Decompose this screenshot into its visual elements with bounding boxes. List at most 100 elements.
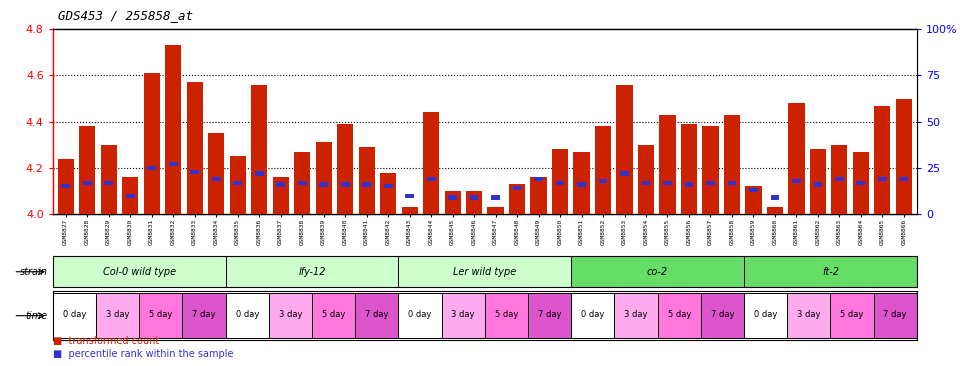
Bar <box>423 112 439 214</box>
Bar <box>488 207 504 214</box>
Bar <box>620 171 629 176</box>
Bar <box>787 294 830 338</box>
Text: 3 day: 3 day <box>624 310 648 319</box>
Bar <box>469 195 478 199</box>
Bar <box>226 294 269 338</box>
Bar <box>771 195 780 199</box>
Text: 7 day: 7 day <box>538 310 562 319</box>
Bar <box>663 180 672 185</box>
Text: lfy-12: lfy-12 <box>299 267 325 277</box>
Bar <box>706 180 715 185</box>
Text: Ler wild type: Ler wild type <box>453 267 516 277</box>
Bar <box>641 180 651 185</box>
Text: 5 day: 5 day <box>840 310 864 319</box>
Text: time: time <box>26 311 48 321</box>
Text: 0 day: 0 day <box>754 310 778 319</box>
Text: Col-0 wild type: Col-0 wild type <box>103 267 176 277</box>
Bar <box>528 294 571 338</box>
Bar <box>208 133 225 214</box>
Bar <box>744 294 787 338</box>
Bar <box>813 183 823 187</box>
Bar <box>485 294 528 338</box>
Bar <box>874 294 917 338</box>
Bar <box>599 179 608 183</box>
Bar <box>83 180 91 185</box>
Bar <box>573 152 589 214</box>
Text: 3 day: 3 day <box>106 310 130 319</box>
Bar <box>229 156 246 214</box>
Bar <box>226 256 398 287</box>
Bar <box>53 256 226 287</box>
Bar <box>384 184 393 188</box>
Bar <box>728 180 736 185</box>
Bar <box>896 98 912 214</box>
Text: ft-2: ft-2 <box>822 267 839 277</box>
Bar <box>58 158 74 214</box>
Bar <box>405 194 414 198</box>
Bar <box>355 294 398 338</box>
Bar <box>681 124 697 214</box>
Text: 3 day: 3 day <box>451 310 475 319</box>
Text: GDS453 / 255858_at: GDS453 / 255858_at <box>58 9 193 22</box>
Bar <box>298 180 306 185</box>
Bar <box>186 82 203 214</box>
Text: strain: strain <box>20 267 48 277</box>
Bar <box>312 294 355 338</box>
Bar <box>273 177 289 214</box>
Bar <box>571 256 744 287</box>
Bar <box>362 183 371 187</box>
Bar <box>319 183 328 187</box>
Bar <box>212 177 221 181</box>
Bar <box>835 177 844 181</box>
Bar <box>190 169 199 174</box>
Bar <box>126 194 134 198</box>
Bar <box>53 294 96 338</box>
Text: 0 day: 0 day <box>62 310 86 319</box>
Bar <box>595 126 612 214</box>
Text: 0 day: 0 day <box>408 310 432 319</box>
Bar <box>380 172 396 214</box>
Bar <box>875 105 891 214</box>
Bar <box>684 183 693 187</box>
Bar <box>442 294 485 338</box>
Bar <box>900 177 908 181</box>
Text: 0 day: 0 day <box>581 310 605 319</box>
Text: 5 day: 5 day <box>149 310 173 319</box>
Bar <box>358 147 374 214</box>
Bar <box>509 184 525 214</box>
Bar <box>745 186 761 214</box>
Bar <box>534 177 543 181</box>
Bar <box>165 45 181 214</box>
Bar <box>276 183 285 187</box>
Bar <box>703 126 718 214</box>
Bar <box>552 149 568 214</box>
Bar <box>701 294 744 338</box>
Bar <box>79 126 95 214</box>
Bar <box>614 294 658 338</box>
Bar <box>616 85 633 214</box>
Text: ■  percentile rank within the sample: ■ percentile rank within the sample <box>53 349 233 359</box>
Bar <box>660 115 676 214</box>
Bar <box>749 188 757 192</box>
Text: 7 day: 7 day <box>710 310 734 319</box>
Text: 5 day: 5 day <box>667 310 691 319</box>
Bar <box>830 294 874 338</box>
Bar <box>269 294 312 338</box>
Bar <box>337 124 353 214</box>
Bar <box>856 180 865 185</box>
Bar <box>492 195 500 199</box>
Bar <box>139 294 182 338</box>
Bar <box>401 207 418 214</box>
Bar <box>254 171 264 176</box>
Bar <box>426 177 436 181</box>
Bar <box>513 186 521 190</box>
Bar <box>398 294 442 338</box>
Bar <box>466 191 482 214</box>
Bar <box>398 256 571 287</box>
Bar <box>744 256 917 287</box>
Bar <box>577 183 586 187</box>
Bar <box>810 149 826 214</box>
Bar <box>571 294 614 338</box>
Bar <box>788 103 804 214</box>
Bar <box>878 177 887 181</box>
